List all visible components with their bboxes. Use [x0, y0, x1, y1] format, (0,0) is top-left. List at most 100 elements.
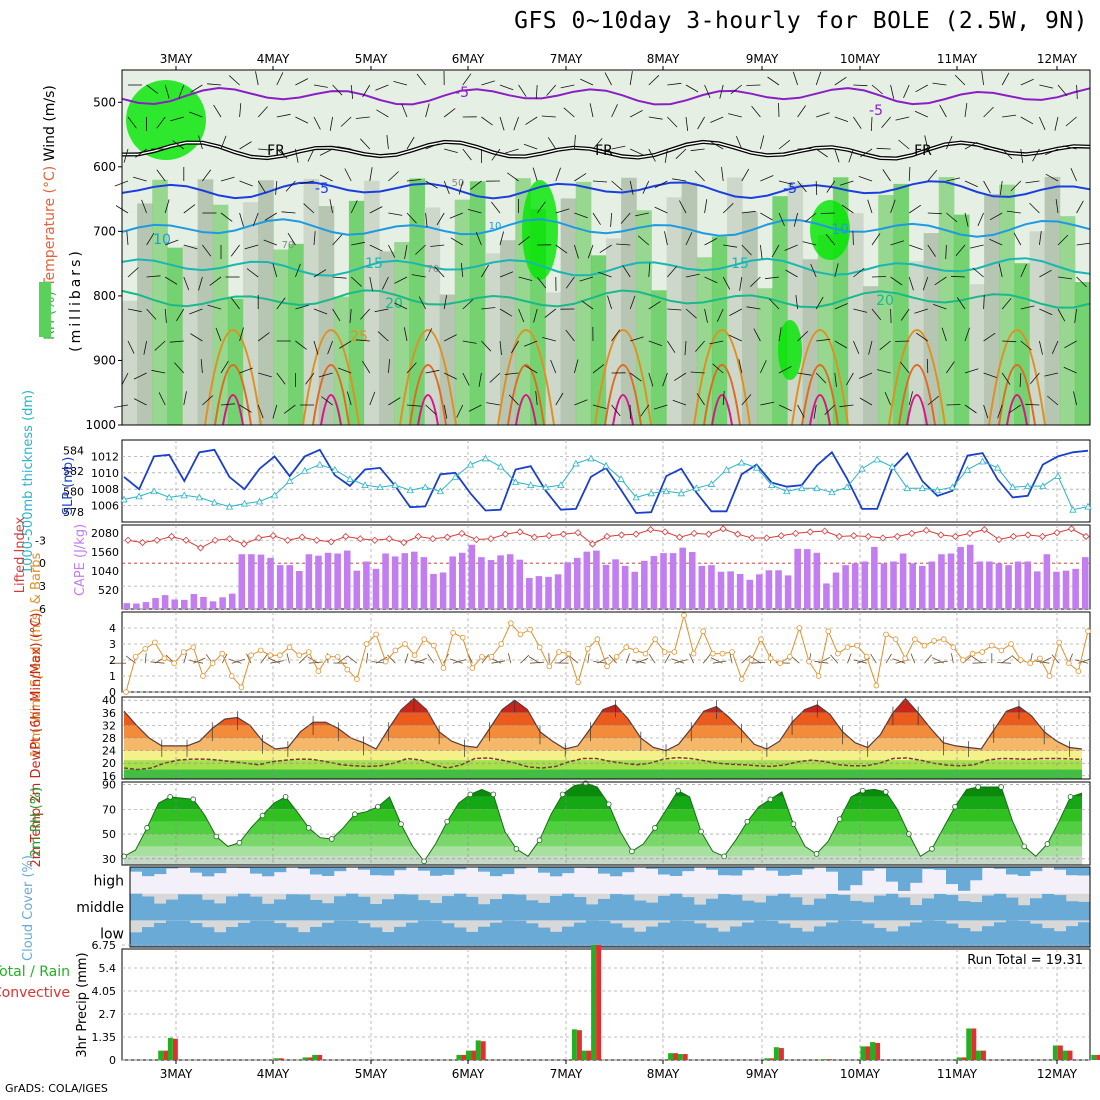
wind10-point: [1037, 655, 1043, 662]
wind10-barb: [972, 662, 987, 664]
wind-barb: [406, 136, 415, 150]
wind-barb: [704, 84, 711, 99]
lifted-point: [661, 528, 669, 536]
wind10-point: [988, 642, 995, 649]
thickness-point: [406, 486, 414, 494]
wind-barb: [276, 372, 286, 385]
cape-bar: [698, 565, 706, 609]
wind-barb: [690, 371, 705, 374]
cape-bar: [813, 552, 821, 609]
wind-barb: [386, 135, 389, 150]
thickness-point: [873, 455, 881, 463]
cloud-middle: [526, 900, 539, 921]
cloud-low: [178, 920, 191, 947]
temp-ylabel: 2m Temp 2m DewPt (6hr Min/Max) (°C): [29, 613, 44, 868]
wind-barb: [563, 107, 575, 118]
cloud-high: [682, 867, 695, 872]
lifted-point: [850, 532, 858, 540]
wind10-point: [488, 653, 495, 660]
wind-barb: [523, 143, 538, 150]
wind-barb: [598, 271, 612, 278]
cloud-middle: [142, 896, 155, 921]
precip-conv-bar: [826, 1059, 832, 1060]
wind-barb: [696, 393, 705, 406]
wind10-point: [536, 644, 543, 650]
thickness-point: [451, 473, 460, 480]
lifted-point: [400, 538, 408, 547]
rh-point: [698, 828, 704, 835]
wind-barb: [716, 308, 724, 322]
cloud-middle: [166, 899, 179, 921]
precip-total-bar: [466, 1050, 472, 1060]
wind10-point: [931, 637, 937, 644]
wind10-point: [286, 644, 293, 650]
wind-barb: [276, 72, 284, 86]
lifted-tick-label: 3: [39, 580, 46, 593]
lifted-point: [1053, 529, 1061, 537]
precip-total-bar: [668, 1053, 674, 1060]
rh-shading: [167, 247, 183, 425]
y-tick-label: 700: [93, 224, 116, 238]
cloud-high: [214, 867, 227, 874]
isotherm-30: [998, 364, 1036, 426]
cloud-middle: [838, 894, 851, 921]
cape-bar: [526, 577, 533, 609]
wind-barb: [132, 176, 147, 182]
wind10-point: [661, 649, 668, 655]
wind-barb: [258, 372, 272, 378]
wind-barb: [746, 84, 761, 86]
cloud-middle: [922, 898, 935, 921]
x-tick-label-bottom: 12MAY: [1037, 1067, 1078, 1081]
wind-barb: [778, 404, 792, 412]
cape-bar: [181, 599, 188, 609]
wind-barb: [710, 116, 724, 123]
wind-barb: [141, 199, 147, 214]
thickness-tick-label: 582: [63, 465, 84, 478]
wind-barb: [983, 148, 998, 152]
wind10-barb: [885, 653, 892, 664]
wind-barb: [507, 172, 519, 182]
thickness-point: [542, 483, 550, 491]
lifted-point: [574, 529, 582, 537]
temp-band: [124, 769, 1082, 779]
cape-bar: [708, 565, 715, 609]
wind-barb: [550, 359, 557, 374]
wind-tick-label: 3: [109, 638, 116, 651]
wind-barb: [964, 141, 978, 150]
cloud-high: [370, 867, 383, 876]
wind-barb: [941, 327, 947, 342]
temp-band: [124, 760, 1082, 770]
wind10-point: [315, 668, 322, 674]
wind-barb: [276, 148, 288, 159]
rh-shading: [999, 184, 1015, 425]
wind10-barb: [481, 654, 490, 664]
cloud-middle: [946, 895, 959, 921]
wind-barb: [1039, 340, 1043, 355]
cloud-row-label: middle: [76, 900, 124, 916]
wind-barb: [695, 340, 705, 352]
wind-barb: [295, 263, 301, 278]
cloud-low: [778, 923, 791, 947]
wind10-point: [700, 628, 706, 634]
wind10-point: [1046, 673, 1053, 679]
rh-shading: [258, 180, 274, 425]
wind-barb: [648, 148, 656, 162]
cape-bar: [583, 551, 591, 609]
wind-barb: [834, 148, 840, 163]
temp-tick-label: 36: [102, 707, 116, 720]
wind-barb: [481, 264, 489, 278]
isotherm-25: [888, 329, 946, 426]
wind10-point: [854, 642, 860, 649]
wind-barb: [415, 244, 426, 255]
thickness-point: [617, 475, 625, 482]
thickness-tick-label: 580: [63, 485, 84, 498]
rh-point: [629, 848, 635, 855]
rh-point: [813, 851, 820, 857]
x-tick-label-top: 10MAY: [840, 52, 881, 66]
isotherm-label: 10: [489, 221, 502, 232]
wind-barb: [890, 276, 903, 286]
wind-barb: [738, 359, 743, 374]
cloud-low: [202, 927, 215, 947]
cloud-high: [934, 867, 947, 870]
wind10-barb: [404, 653, 409, 664]
